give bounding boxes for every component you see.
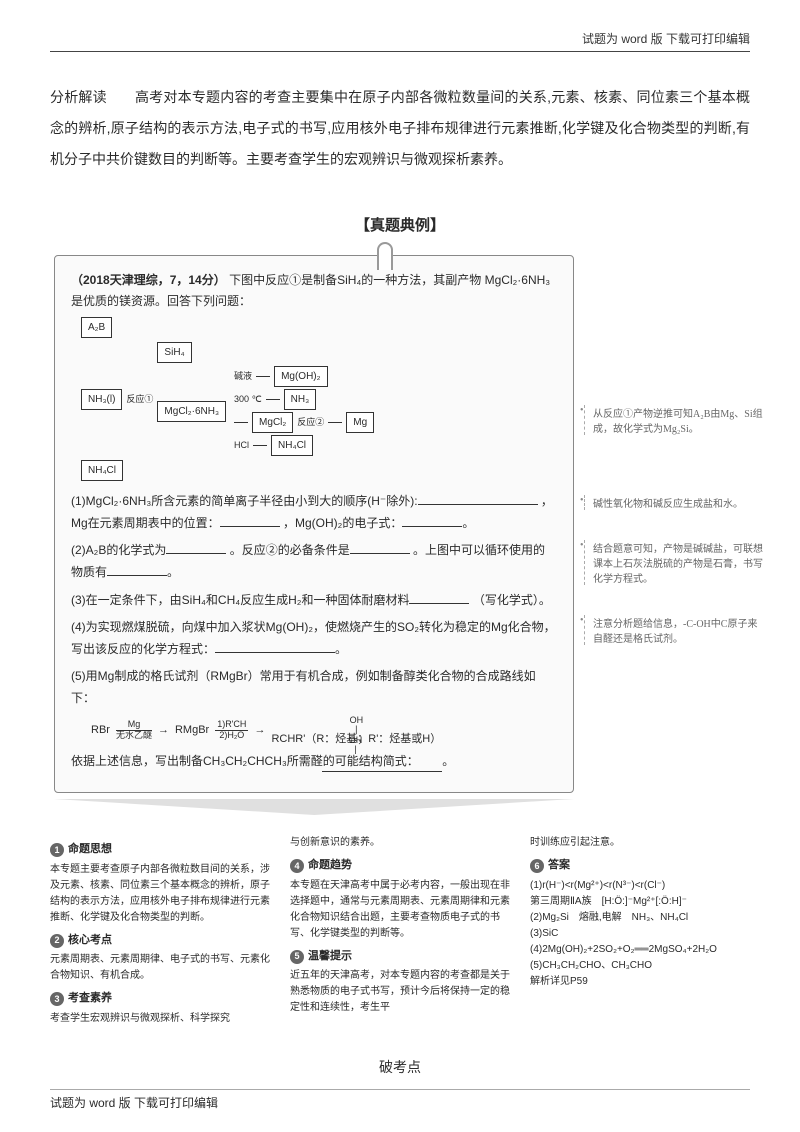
- t4: 本专题在天津高考中属于必考内容，一般出现在非选择题中，通常与元素周期表、元素周期…: [290, 878, 510, 942]
- dbox: MgCl₂·6NH₃: [157, 401, 226, 422]
- q3-text: (3)在一定条件下，由SiH₄和CH₄反应生成H₂和一种固体耐磨材料: [71, 593, 409, 607]
- col-1: 1 命题思想 本专题主要考查原子内部各微粒数目间的关系，涉及元素、核素、同位素三个…: [50, 835, 270, 1027]
- dbox: A₂B: [81, 317, 112, 338]
- num-3: 3: [50, 992, 64, 1006]
- dbox: MgCl₂: [252, 412, 293, 433]
- q4: (4)为实现燃煤脱硫，向煤中加入浆状Mg(OH)₂，使燃烧产生的SO₂转化为稳定…: [71, 617, 557, 660]
- t3b: 与创新意识的素养。: [290, 835, 510, 851]
- note-4: 注意分析题给信息，-C-OH中C原子来自醛还是格氏试剂。: [584, 615, 764, 645]
- arrow-icon: →: [254, 721, 265, 740]
- ans5: (5)CH₃CH₂CHO、CH₃CHO: [530, 958, 750, 974]
- reaction-diagram: A₂B NH₃(l) 反应① SiH₄ MgCl₂·6NH₃ 碱液 Mg(OH)₂…: [81, 317, 557, 481]
- ans1b: 第三周期ⅡA族 [H:Ö:]⁻Mg²⁺[:Ö:H]⁻: [530, 894, 750, 910]
- q1c-text: ，Mg(OH)₂的电子式：: [283, 516, 402, 530]
- h5: 温馨提示: [308, 948, 352, 966]
- example-header: （2018天津理综，7，14分） 下图中反应①是制备SiH₄的一种方法，其副产物…: [71, 270, 557, 311]
- ans3: (3)SiC: [530, 926, 750, 942]
- num-2: 2: [50, 934, 64, 948]
- q5: (5)用Mg制成的格氏试剂（RMgBr）常用于有机合成，例如制备醇类化合物的合成…: [71, 666, 557, 709]
- arrow-down-icon: [54, 799, 574, 815]
- ans1: (1)r(H⁻)<r(Mg²⁺)<r(N³⁻)<r(Cl⁻): [530, 878, 750, 894]
- dbox: NH₃(l): [81, 389, 122, 410]
- h4: 命题趋势: [308, 857, 352, 875]
- q3: (3)在一定条件下，由SiH₄和CH₄反应生成H₂和一种固体耐磨材料 （写化学式…: [71, 590, 557, 612]
- intro-label: 分析解读: [50, 89, 107, 105]
- q1: (1)MgCl₂·6NH₃所含元素的简单离子半径由小到大的顺序(H⁻除外): ，…: [71, 491, 557, 534]
- dlabel: 碱液: [234, 369, 252, 384]
- s2t: 1)R'CH: [215, 720, 248, 731]
- dbox: NH₄Cl: [271, 435, 313, 456]
- dlabel: 反应②: [297, 415, 324, 430]
- num-5: 5: [290, 950, 304, 964]
- dbox: Mg: [346, 412, 374, 433]
- synthesis-route: RBr Mg无水乙醚 → RMgBr 1)R'CH2)H₂O → OH | RC…: [91, 716, 557, 745]
- s2b: 2)H₂O: [215, 731, 248, 741]
- foot-center: 破考点: [50, 1057, 750, 1077]
- ans2: (2)Mg₂Si 熔融,电解 NH₃、NH₄Cl: [530, 910, 750, 926]
- s1b: 无水乙醚: [116, 731, 152, 741]
- section-title: 【真题典例】: [50, 214, 750, 235]
- dbox: NH₄Cl: [81, 460, 123, 481]
- num-6: 6: [530, 859, 544, 873]
- syn-mid: RMgBr: [175, 721, 209, 740]
- footer: 试题为 word 版 下载可打印编辑: [50, 1089, 750, 1111]
- dbox: SiH₄: [157, 342, 191, 363]
- dbox: Mg(OH)₂: [274, 366, 327, 387]
- q2-text: (2)A₂B的化学式为: [71, 543, 166, 557]
- h1: 命题思想: [68, 841, 112, 859]
- q1-text: (1)MgCl₂·6NH₃所含元素的简单离子半径由小到大的顺序(H⁻除外):: [71, 494, 418, 508]
- syn-start: RBr: [91, 721, 110, 740]
- clip-icon: [377, 242, 393, 270]
- margin-notes: 从反应①产物逆推可知A₂B由Mg、Si组成，故化学式为Mg₂Si。 碱性氧化物和…: [584, 255, 764, 675]
- dlabel: HCl: [234, 438, 249, 453]
- col-2: 与创新意识的素养。 4 命题趋势 本专题在天津高考中属于必考内容，一般出现在非选择…: [290, 835, 510, 1027]
- h3: 考查素养: [68, 990, 112, 1008]
- t5b: 时训练应引起注意。: [530, 835, 750, 851]
- arrow-icon: →: [158, 721, 169, 740]
- num-4: 4: [290, 859, 304, 873]
- header-right: 试题为 word 版 下载可打印编辑: [50, 30, 750, 52]
- dlabel: 反应①: [126, 392, 153, 407]
- q5b: 依据上述信息，写出制备CH₃CH₂CHCH₃所需醛的可能结构简式： OH | 。: [71, 751, 557, 773]
- s1t: Mg: [116, 720, 152, 731]
- q5-text: (5)用Mg制成的格氏试剂（RMgBr）常用于有机合成，例如制备醇类化合物的合成…: [71, 669, 536, 705]
- example-source: （2018天津理综，7，14分）: [71, 273, 226, 287]
- note-3: 结合题意可知，产物是碱碱盐，可联想课本上石灰法脱硫的产物是石膏，书写化学方程式。: [584, 540, 764, 585]
- intro-paragraph: 分析解读 高考对本专题内容的考查主要集中在原子内部各微粒数量间的关系,元素、核素…: [50, 82, 750, 174]
- note-1: 从反应①产物逆推可知A₂B由Mg、Si组成，故化学式为Mg₂Si。: [584, 405, 764, 435]
- example-card: （2018天津理综，7，14分） 下图中反应①是制备SiH₄的一种方法，其副产物…: [54, 255, 574, 793]
- t2: 元素周期表、元素周期律、电子式的书写、元素化合物知识、有机合成。: [50, 952, 270, 984]
- q2: (2)A₂B的化学式为 。反应②的必备条件是 。上图中可以循环使用的物质有。: [71, 540, 557, 583]
- t5: 近五年的天津高考，对本专题内容的考查都是关于熟悉物质的电子式书写，预计今后将保持…: [290, 968, 510, 1016]
- q3b-text: （写化学式）。: [473, 593, 551, 607]
- t1: 本专题主要考查原子内部各微粒数目间的关系，涉及元素、核素、同位素三个基本概念的辨…: [50, 862, 270, 926]
- t3: 考查学生宏观辨识与微观探析、科学探究: [50, 1011, 270, 1027]
- analysis-columns: 1 命题思想 本专题主要考查原子内部各微粒数目间的关系，涉及元素、核素、同位素三个…: [50, 835, 750, 1027]
- note-2: 碱性氧化物和碱反应生成盐和水。: [584, 495, 764, 510]
- q2b-text: 。反应②的必备条件是: [230, 543, 350, 557]
- h6: 答案: [548, 857, 570, 875]
- col-3: 时训练应引起注意。 6 答案 (1)r(H⁻)<r(Mg²⁺)<r(N³⁻)<r(…: [530, 835, 750, 1027]
- intro-body: 高考对本专题内容的考查主要集中在原子内部各微粒数量间的关系,元素、核素、同位素三…: [50, 89, 750, 167]
- ansref: 解析详见P59: [530, 974, 750, 990]
- h2: 核心考点: [68, 932, 112, 950]
- dlabel: 300 ℃: [234, 392, 262, 407]
- ans4: (4)2Mg(OH)₂+2SO₂+O₂══2MgSO₄+2H₂O: [530, 942, 750, 958]
- syn-bar2: |: [349, 745, 363, 754]
- dbox: NH₃: [284, 389, 317, 410]
- num-1: 1: [50, 843, 64, 857]
